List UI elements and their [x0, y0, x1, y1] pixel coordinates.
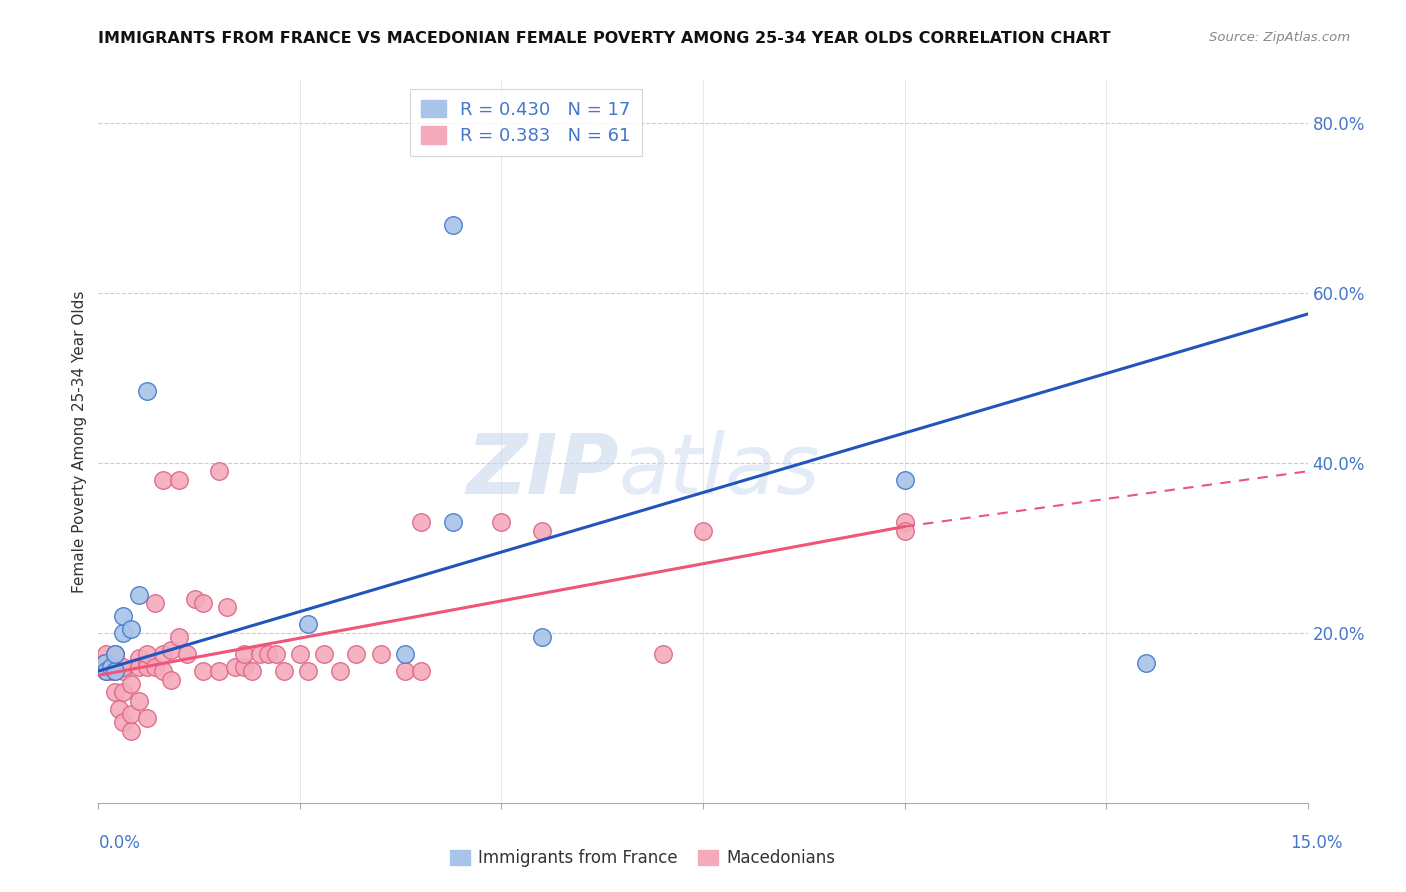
Point [111, 625, 134, 640]
Point [100, 660, 122, 674]
Point [103, 664, 125, 678]
Text: ZIP: ZIP [465, 430, 619, 511]
Point [152, 647, 174, 661]
Point [167, 473, 190, 487]
Point [208, 664, 231, 678]
Point [103, 685, 125, 699]
Point [217, 600, 239, 615]
Point [111, 660, 134, 674]
Point [370, 647, 392, 661]
Text: 0.0%: 0.0% [98, 834, 141, 852]
Point [94, 656, 117, 670]
Point [409, 516, 432, 530]
Point [692, 524, 714, 538]
Point [111, 685, 134, 699]
Point [143, 596, 166, 610]
Point [409, 664, 432, 678]
Point [135, 660, 157, 674]
Point [152, 473, 174, 487]
Point [273, 664, 295, 678]
Point [256, 647, 278, 661]
Point [111, 714, 134, 729]
Point [193, 664, 215, 678]
Point [893, 524, 915, 538]
Point [893, 473, 915, 487]
Point [314, 647, 336, 661]
Point [176, 647, 198, 661]
Text: 15.0%: 15.0% [1291, 834, 1343, 852]
Point [103, 664, 125, 678]
Point [208, 464, 231, 478]
Point [441, 218, 464, 232]
Point [96, 647, 118, 661]
Point [893, 516, 915, 530]
Point [232, 660, 254, 674]
Point [91, 656, 114, 670]
Point [184, 591, 207, 606]
Point [103, 647, 125, 661]
Point [135, 711, 157, 725]
Legend: Immigrants from France, Macedonians: Immigrants from France, Macedonians [443, 843, 842, 874]
Point [329, 664, 352, 678]
Point [143, 660, 166, 674]
Point [100, 664, 122, 678]
Point [344, 647, 367, 661]
Point [152, 664, 174, 678]
Point [232, 647, 254, 661]
Point [224, 660, 246, 674]
Point [128, 660, 150, 674]
Y-axis label: Female Poverty Among 25-34 Year Olds: Female Poverty Among 25-34 Year Olds [72, 291, 87, 592]
Text: IMMIGRANTS FROM FRANCE VS MACEDONIAN FEMALE POVERTY AMONG 25-34 YEAR OLDS CORREL: IMMIGRANTS FROM FRANCE VS MACEDONIAN FEM… [98, 31, 1111, 46]
Point [530, 524, 553, 538]
Point [120, 706, 142, 721]
Point [160, 673, 183, 687]
Point [111, 608, 134, 623]
Point [135, 384, 157, 398]
Point [128, 651, 150, 665]
Point [120, 723, 142, 738]
Point [651, 647, 673, 661]
Text: Source: ZipAtlas.com: Source: ZipAtlas.com [1209, 31, 1350, 45]
Point [111, 664, 134, 678]
Point [491, 516, 513, 530]
Point [167, 630, 190, 644]
Point [394, 664, 416, 678]
Point [107, 702, 129, 716]
Point [135, 656, 157, 670]
Text: atlas: atlas [619, 430, 820, 511]
Point [297, 617, 319, 632]
Point [128, 694, 150, 708]
Point [394, 647, 416, 661]
Point [193, 596, 215, 610]
Point [297, 664, 319, 678]
Point [96, 664, 118, 678]
Point [1135, 656, 1157, 670]
Point [249, 647, 271, 661]
Point [288, 647, 311, 661]
Point [160, 642, 183, 657]
Point [103, 647, 125, 661]
Point [135, 647, 157, 661]
Point [120, 622, 142, 636]
Point [530, 630, 553, 644]
Point [264, 647, 287, 661]
Point [128, 588, 150, 602]
Point [240, 664, 263, 678]
Point [96, 664, 118, 678]
Point [120, 677, 142, 691]
Point [441, 516, 464, 530]
